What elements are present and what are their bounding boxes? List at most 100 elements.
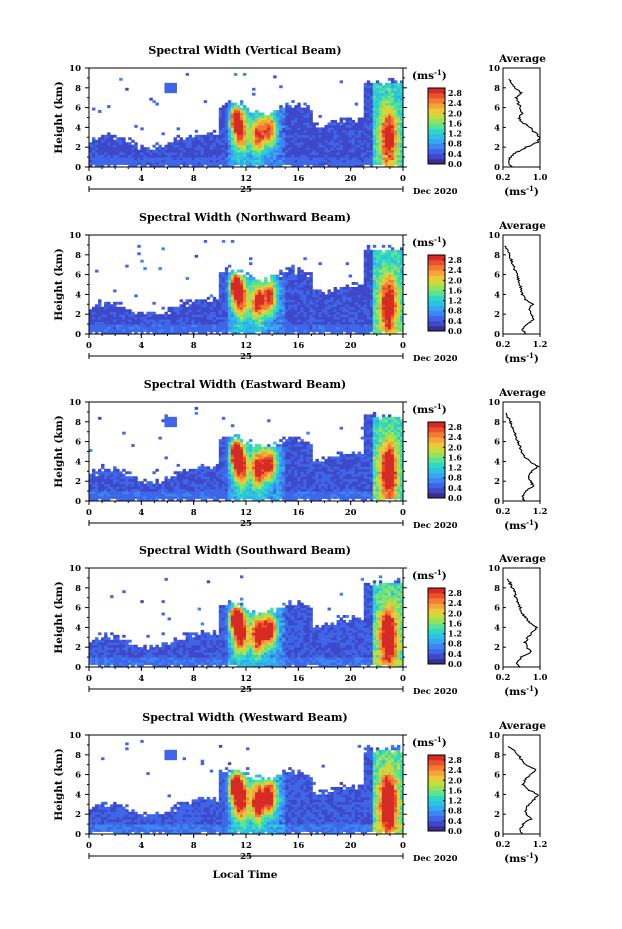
colorbar-segment	[428, 815, 445, 822]
average-y-tick-label: 4	[494, 457, 500, 467]
average-unit: (ms-1)	[504, 684, 539, 698]
y-tick-label: 2	[75, 810, 81, 820]
average-x-tick-label: 1.0	[533, 673, 548, 683]
x-tick-label: 0	[86, 841, 92, 851]
x-tick-label: 8	[191, 508, 197, 518]
average-y-tick-label: 6	[494, 771, 500, 781]
colorbar: 0.00.40.81.21.62.02.42.8	[427, 254, 462, 336]
colorbar-segment	[428, 472, 445, 479]
average-x-tick-label: 0.2	[496, 173, 511, 183]
colorbar-tick-label: 2.4	[448, 765, 462, 775]
colorbar-tick-label: 0.4	[448, 483, 462, 493]
colorbar-segment	[428, 133, 445, 139]
y-axis-label: Height (km)	[53, 81, 65, 153]
average-frame	[502, 734, 541, 835]
average-y-tick-label: 0	[494, 663, 500, 673]
average-profile-line	[508, 78, 541, 168]
colorbar-segment	[428, 638, 445, 645]
average-profile-panel: Average 0 2 4 6 8 10 0.2 1.2(ms-1)	[488, 220, 547, 365]
y-tick-label: 0	[75, 330, 81, 340]
colorbar-segment	[428, 785, 445, 791]
x-tick-label: 12	[240, 174, 252, 184]
x-tick-label: 0	[400, 174, 406, 184]
colorbar-tick-label: 0.0	[448, 326, 462, 336]
y-tick-label: 6	[75, 771, 81, 781]
y-tick-label: 8	[75, 251, 81, 261]
colorbar-tick-label: 2.0	[448, 108, 462, 118]
average-profile-panel: Average 0 2 4 6 8 10 0.2 1.2(ms-1)	[488, 387, 547, 532]
average-frame	[502, 67, 541, 168]
average-profile-panel: Average 0 2 4 6 8 10 0.2 1.0(ms-1)	[488, 553, 547, 698]
y-tick-label: 10	[69, 398, 81, 408]
x-tick-label: 4	[138, 174, 144, 184]
x-tick-label: 4	[138, 341, 144, 351]
colorbar-tick-label: 0.0	[448, 493, 462, 503]
colorbar-segment	[428, 653, 445, 660]
colorbar-segment	[428, 442, 445, 448]
colorbar-segment	[428, 588, 445, 594]
x-tick-label: 20	[345, 174, 357, 184]
colorbar-segment	[428, 310, 445, 317]
colorbar-segment	[428, 93, 445, 99]
average-unit: (ms-1)	[504, 184, 539, 198]
average-y-tick-label: 10	[488, 398, 500, 408]
average-y-tick-label: 6	[494, 604, 500, 614]
colorbar-segment	[428, 628, 445, 634]
colorbar-tick-label: 2.4	[448, 265, 462, 275]
colorbar-tick-label: 1.2	[448, 296, 462, 306]
colorbar-segment	[428, 467, 445, 473]
y-tick-label: 6	[75, 604, 81, 614]
colorbar-segment	[428, 603, 445, 609]
colorbar-segment	[428, 148, 445, 155]
date-label: Dec 2020	[413, 354, 458, 364]
average-x-tick-label: 0.2	[496, 340, 511, 350]
y-tick-label: 0	[75, 830, 81, 840]
average-y-tick-label: 10	[488, 64, 500, 74]
colorbar-tick-label: 1.6	[448, 118, 462, 128]
colorbar-segment	[428, 325, 445, 332]
colorbar-tick-label: 2.4	[448, 98, 462, 108]
colorbar: 0.00.40.81.21.62.02.42.8	[427, 587, 462, 669]
colorbar-unit: (ms-1)	[412, 235, 447, 249]
average-y-tick-label: 2	[494, 143, 500, 153]
x-tick-label: 4	[138, 508, 144, 518]
colorbar-segment	[428, 320, 445, 327]
average-frame	[502, 234, 541, 335]
date-label: Dec 2020	[413, 187, 458, 197]
colorbar-segment	[428, 825, 445, 832]
average-x-tick-label: 1.0	[533, 173, 548, 183]
colorbar-tick-label: 2.0	[448, 608, 462, 618]
colorbar-tick-label: 1.2	[448, 129, 462, 139]
spectral-width-heatmap	[89, 406, 404, 502]
y-tick-label: 4	[75, 790, 81, 800]
colorbar-segment	[428, 608, 445, 614]
colorbar-segment	[428, 487, 445, 494]
average-y-tick-label: 2	[494, 643, 500, 653]
date-label: Dec 2020	[413, 687, 458, 697]
x-tick-label: 0	[86, 674, 92, 684]
colorbar-tick-label: 0.4	[448, 649, 462, 659]
colorbar-segment	[428, 780, 445, 786]
x-tick-label: 0	[400, 674, 406, 684]
x-tick-label: 0	[400, 341, 406, 351]
y-tick-label: 4	[75, 623, 81, 633]
colorbar-tick-label: 2.8	[448, 255, 462, 265]
y-axis-label: Height (km)	[53, 248, 65, 320]
colorbar-segment	[428, 755, 445, 761]
y-axis-label: Height (km)	[53, 581, 65, 653]
colorbar-segment	[428, 138, 445, 145]
colorbar-tick-label: 1.6	[448, 785, 462, 795]
x-tick-label: 16	[292, 841, 304, 851]
colorbar-segment	[428, 98, 445, 104]
y-tick-label: 2	[75, 310, 81, 320]
day-label: 25	[240, 352, 252, 362]
average-x-tick-label: 1.2	[533, 507, 548, 517]
average-y-tick-label: 8	[494, 84, 500, 94]
colorbar-segment	[428, 457, 445, 463]
colorbar-segment	[428, 275, 445, 281]
colorbar-segment	[428, 153, 445, 160]
panel-title: Spectral Width (Westward Beam)	[142, 711, 347, 724]
x-tick-label: 20	[345, 508, 357, 518]
average-title: Average	[498, 553, 546, 565]
average-x-tick-label: 0.2	[496, 507, 511, 517]
